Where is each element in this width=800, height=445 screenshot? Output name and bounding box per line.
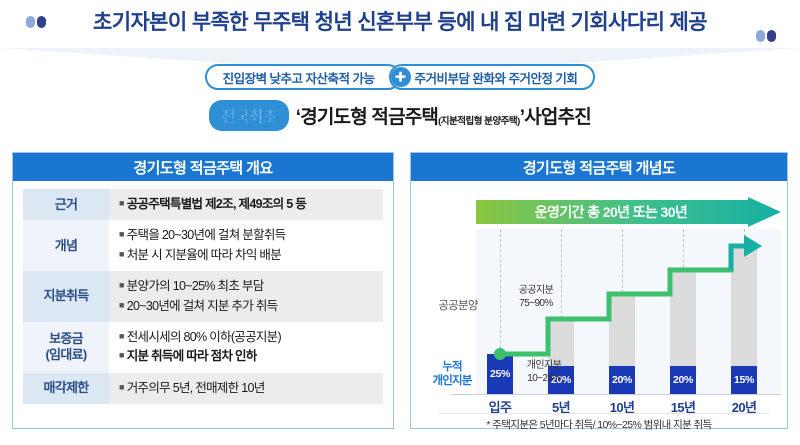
first-in-nation-badge: 전국최초 [209,99,289,131]
bullet-square-icon: ■ [119,229,124,240]
quote-open: ‘ [295,106,301,128]
x-axis-line [451,394,781,395]
public-supply-label: 공공분양 [438,300,478,312]
bullet-item: ■ 분양가의 10~25% 최초 부담 [119,279,264,294]
benefit-pill-left: 진입장벽 낮추고 자산축적 가능 [204,64,401,90]
private-share-bar-5y: 20% [548,366,574,394]
chart-area: 운영기간 총 20년 또는 30년 25% 20% [421,189,781,436]
footnote-divider [439,413,769,414]
public-share-label: 공공지분 75~90% [518,285,554,309]
row-label: 개념 [23,220,109,272]
overview-table: 근거 ■ 공공주택특별법 제2조, 제49조의 5 등 개념 ■ 주택을 20~30년에 … [23,189,383,404]
plus-icon [390,67,411,87]
private-share-bar-15y: 20% [670,366,696,394]
x-axis-labels: 입주 5년 10년 15년 20년 [476,397,781,417]
cumulative-private-label: 누적 개인지분 [432,361,472,387]
row-content: ■ 공공주택특별법 제2조, 제49조의 5 등 [109,189,383,221]
bullet-item: ■ 공공주택특별법 제2조, 제49조의 5 등 [119,197,307,211]
row-label: 근거 [23,189,109,221]
x-label-3: 15년 [670,400,696,415]
bullet-item: ■ 20~30년에 걸쳐 지분 추가 취득 [119,298,278,313]
quote-mark-icon-right [756,30,778,44]
chart-plot: 25% 20% 20% 20% 15% [476,229,781,394]
private-share-bar-move-in: 25% [487,354,513,394]
concept-diagram-panel-title: 경기도형 적금주택 개념도 [411,153,787,181]
page-title: 초기자본이 부족한 무주택 청년 신혼부부 등에 내 집 마련 기회사다리 제공 [93,11,708,34]
quote-mark-icon-left [26,16,48,30]
overview-panel-title: 경기도형 적금주택 개요 [13,153,393,181]
bullet-square-icon: ■ [119,381,124,392]
private-share-bar-10y: 20% [609,366,635,394]
benefit-pills-row: 진입장벽 낮추고 자산축적 가능 주거비부담 완화와 주거안정 기회 [0,62,800,92]
operating-period-label: 운영기간 총 20년 또는 30년 [534,204,688,220]
program-name: 경기도형 적금주택 [300,106,439,128]
bullet-square-icon: ■ [119,299,124,310]
x-label-4: 20년 [731,400,757,415]
row-content: ■ 분양가의 10~25% 최초 부담 ■ 20~30년에 걸쳐 지분 추가 취득 [109,271,383,322]
bullet-square-icon: ■ [119,198,124,208]
bullet-square-icon: ■ [119,280,124,291]
subtitle-tail: 사업추진 [524,106,592,128]
bullet-square-icon: ■ [119,350,124,361]
chart-footnote: * 주택지분은 5년마다 취득/ 10%~25% 범위내 지분 취득 [486,419,712,431]
operating-period-banner: 운영기간 총 20년 또는 30년 [476,197,781,227]
gridline-0 [500,229,501,394]
bullet-item: ■ 지분 취득에 따라 점차 인하 [119,349,257,364]
overview-panel-body: 근거 ■ 공공주택특별법 제2조, 제49조의 5 등 개념 ■ 주택을 20~30년에 … [13,181,393,412]
subtitle-row: 전국최초 ‘경기도형 적금주택(지분적립형 분양주택)’사업추진 [0,98,800,132]
private-share-bar-20y: 15% [731,366,757,394]
x-label-0: 입주 [488,400,512,415]
table-row: 지분취득 ■ 분양가의 10~25% 최초 부담 ■ 20~30년에 걸쳐 지분 추가 … [23,271,383,322]
table-row: 매각제한 ■ 거주의무 5년, 전매제한 10년 [23,372,383,404]
concept-diagram-body: 운영기간 총 20년 또는 30년 25% 20% [411,181,787,444]
cumulative-step-line [494,235,762,360]
concept-diagram-panel: 경기도형 적금주택 개념도 운영기 [410,152,788,431]
table-row: 개념 ■ 주택을 20~30년에 걸쳐 분할취득 ■ 처분 시 지분율에 따라 차익 배… [23,220,383,272]
x-label-2: 10년 [609,400,635,415]
row-label: 지분취득 [23,271,109,322]
subtitle-text: ‘경기도형 적금주택(지분적립형 분양주택)’사업추진 [295,102,592,129]
bullet-item: ■ 처분 시 지분율에 따라 차익 배분 [119,247,282,262]
program-name-paren: (지분적립형 분양주택) [438,115,520,127]
gridline-1 [561,229,562,394]
bullet-item: ■ 거주의무 5년, 전매제한 10년 [119,380,265,395]
header-band: 초기자본이 부족한 무주택 청년 신혼부부 등에 내 집 마련 기회사다리 제공 [0,0,800,70]
table-row: 근거 ■ 공공주택특별법 제2조, 제49조의 5 등 [23,189,383,221]
row-content: ■ 거주의무 5년, 전매제한 10년 [109,372,383,404]
row-content: ■ 전세시세의 80% 이하(공공지분) ■ 지분 취득에 따라 점차 인하 [109,321,383,373]
bullet-square-icon: ■ [119,248,124,259]
private-share-label: 개인지분 10~25% [526,360,562,384]
x-label-1: 5년 [552,400,571,415]
row-label: 보증금 (임대료) [23,321,109,373]
bullet-item: ■ 전세시세의 80% 이하(공공지분) [119,329,282,344]
row-label: 매각제한 [23,372,109,404]
quote-close: ’ [519,106,525,128]
table-row: 보증금 (임대료) ■ 전세시세의 80% 이하(공공지분) ■ 지분 취득에 따라 점차… [23,321,383,373]
bullet-square-icon: ■ [119,330,124,341]
bullet-item: ■ 주택을 20~30년에 걸쳐 분할취득 [119,228,286,243]
benefit-pill-right: 주거비부담 완화와 주거안정 기회 [388,64,596,90]
row-content: ■ 주택을 20~30년에 걸쳐 분할취득 ■ 처분 시 지분율에 따라 차익 배분 [109,220,383,272]
